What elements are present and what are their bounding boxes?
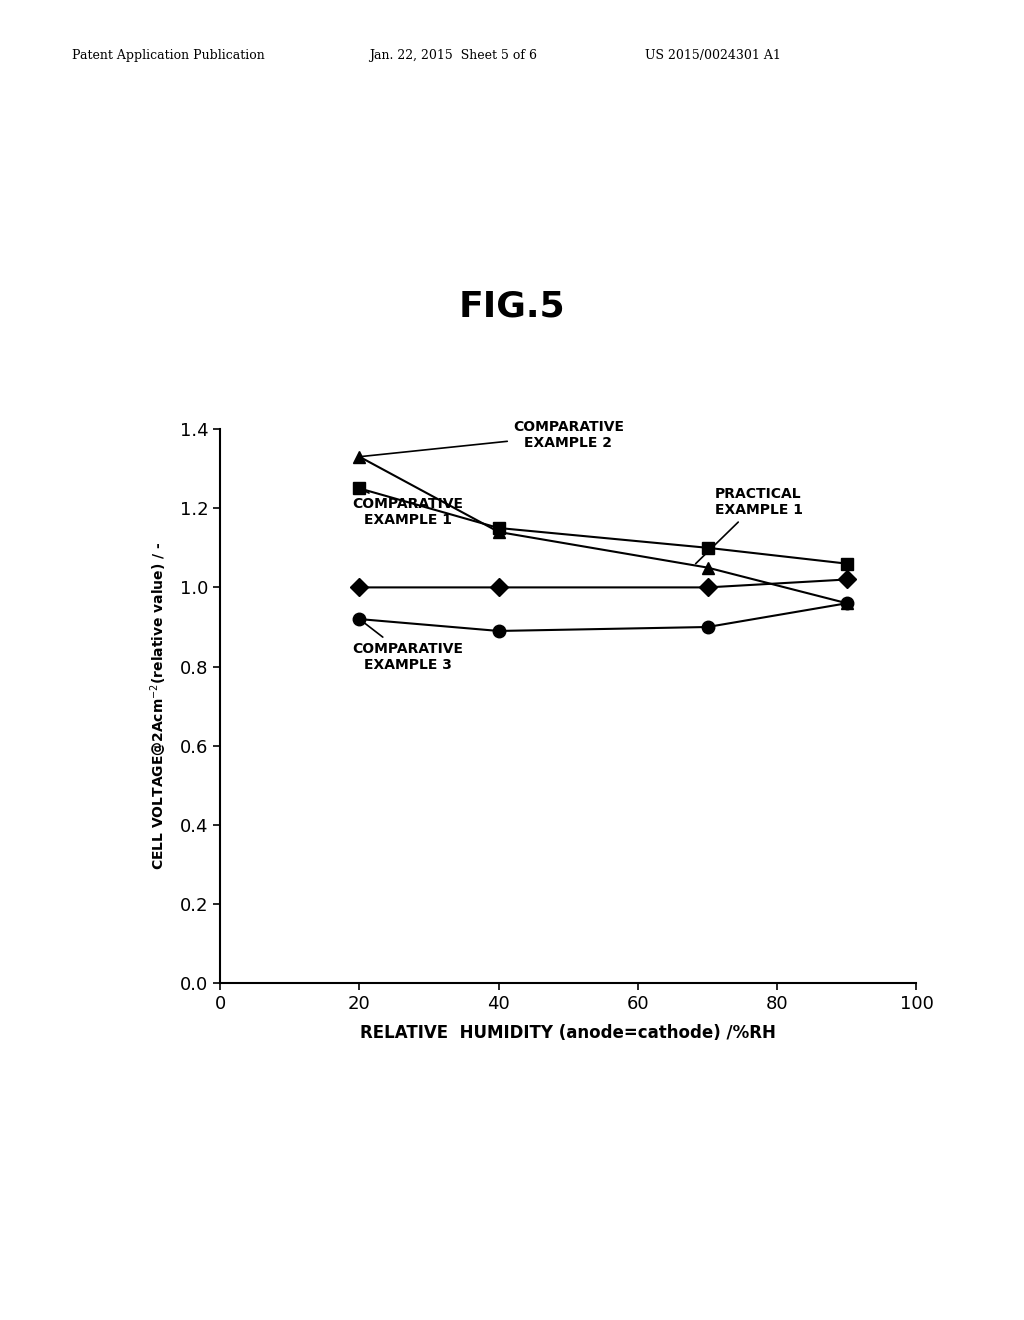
Text: Patent Application Publication: Patent Application Publication	[72, 49, 264, 62]
Text: Jan. 22, 2015  Sheet 5 of 6: Jan. 22, 2015 Sheet 5 of 6	[369, 49, 537, 62]
Text: US 2015/0024301 A1: US 2015/0024301 A1	[645, 49, 781, 62]
Text: COMPARATIVE
EXAMPLE 2: COMPARATIVE EXAMPLE 2	[362, 420, 624, 457]
Text: COMPARATIVE
EXAMPLE 3: COMPARATIVE EXAMPLE 3	[352, 620, 464, 672]
X-axis label: RELATIVE  HUMIDITY (anode=cathode) /%RH: RELATIVE HUMIDITY (anode=cathode) /%RH	[360, 1024, 776, 1043]
Text: FIG.5: FIG.5	[459, 290, 565, 323]
Text: COMPARATIVE
EXAMPLE 1: COMPARATIVE EXAMPLE 1	[352, 490, 464, 527]
Y-axis label: CELL VOLTAGE@2Acm$^{-2}$(relative value) / -: CELL VOLTAGE@2Acm$^{-2}$(relative value)…	[148, 543, 169, 870]
Text: PRACTICAL
EXAMPLE 1: PRACTICAL EXAMPLE 1	[695, 487, 803, 564]
